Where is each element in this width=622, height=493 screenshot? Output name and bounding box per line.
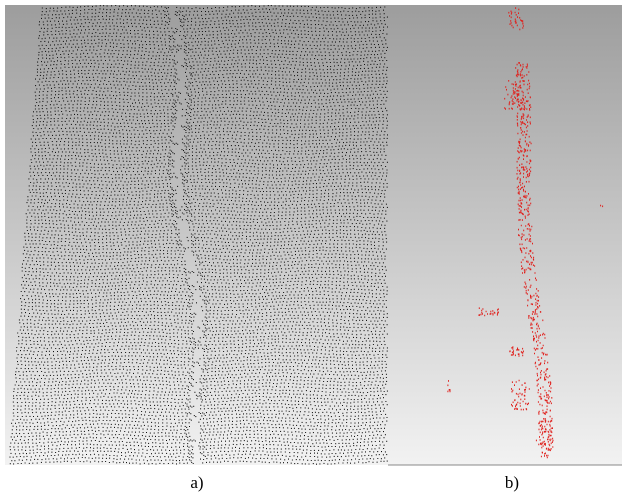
figure: a) b) [0, 0, 622, 493]
panel-label: b) [505, 473, 519, 492]
panel-b-background [388, 5, 622, 465]
page: a) b) (() => { const data = JSON.parse(d… [0, 0, 622, 493]
panel-label: a) [190, 473, 203, 492]
